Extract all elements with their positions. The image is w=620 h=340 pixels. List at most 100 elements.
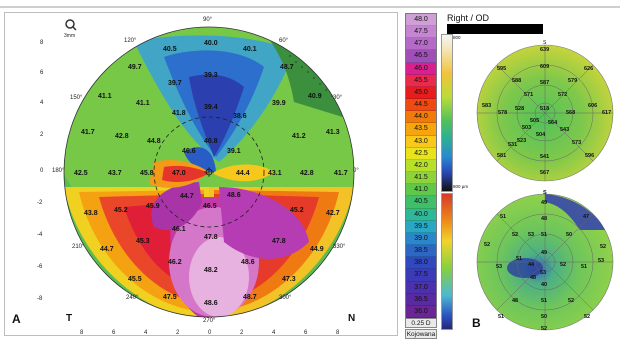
map-value: 45.3 bbox=[136, 238, 150, 245]
zoom-label: 3mm bbox=[64, 33, 76, 39]
y-tick: 0 bbox=[40, 168, 44, 174]
map-value: 44.7 bbox=[100, 246, 114, 253]
elev-value: 40 bbox=[541, 282, 548, 288]
pachy-value: 505 bbox=[530, 118, 540, 124]
dioptric-color-scale[interactable]: 48.0 47.5 47.0 46.5 46.0 45.5 45.0 44.5 44.0 43.5… bbox=[405, 13, 437, 323]
elev-value: 53 bbox=[598, 258, 605, 264]
temporal-marker: T bbox=[66, 313, 73, 324]
color-scale-step[interactable]: 46.5 bbox=[406, 50, 436, 63]
map-value: 39.3 bbox=[204, 72, 218, 79]
elev-value: 51 bbox=[541, 232, 548, 238]
degree-label-180: 180° bbox=[52, 168, 65, 174]
pachy-value: 583 bbox=[482, 103, 492, 109]
map-value: 48.2 bbox=[204, 267, 218, 274]
y-tick: 4 bbox=[40, 100, 44, 106]
map-value: 48.6 bbox=[204, 300, 218, 307]
map-value: 45.9 bbox=[146, 203, 160, 210]
color-scale-step[interactable]: 46.0 bbox=[406, 62, 436, 75]
color-scale-step[interactable]: 41.0 bbox=[406, 184, 436, 197]
panel-a-label: A bbox=[12, 312, 21, 326]
color-scale-step[interactable]: 36.5 bbox=[406, 293, 436, 306]
map-value: 41.3 bbox=[326, 129, 340, 136]
pachymetry-map[interactable]: S bbox=[470, 38, 620, 188]
map-value: 45.2 bbox=[290, 207, 304, 214]
degree-label-60: 60° bbox=[279, 38, 289, 44]
map-value: 44.9 bbox=[310, 246, 324, 253]
x-tick: 2 bbox=[240, 330, 244, 336]
x-tick: 4 bbox=[272, 330, 276, 336]
map-value: 42.7 bbox=[326, 210, 340, 217]
color-scale-step[interactable]: 44.5 bbox=[406, 99, 436, 112]
color-scale-step[interactable]: 38.5 bbox=[406, 245, 436, 258]
map-value: 41.2 bbox=[292, 133, 306, 140]
panel-a-map[interactable] bbox=[4, 12, 396, 334]
color-scale-step[interactable]: 44.0 bbox=[406, 111, 436, 124]
svg-text:S: S bbox=[543, 40, 547, 46]
elev-value: 49 bbox=[541, 200, 548, 206]
pachy-value: 528 bbox=[515, 106, 525, 112]
x-tick: 4 bbox=[144, 330, 148, 336]
color-scale-step[interactable]: 45.5 bbox=[406, 74, 436, 87]
color-scale-step[interactable]: 48.0 bbox=[406, 14, 436, 27]
color-scale-step[interactable]: 39.5 bbox=[406, 220, 436, 233]
pachy-value: 572 bbox=[558, 92, 568, 98]
color-scale-step[interactable]: 43.0 bbox=[406, 135, 436, 148]
pachy-value: 579 bbox=[568, 78, 578, 84]
map-value: 45.5 bbox=[128, 276, 142, 283]
map-value: 40.1 bbox=[243, 46, 257, 53]
map-value: 40.9 bbox=[308, 93, 322, 100]
elev-value: 53 bbox=[528, 232, 535, 238]
elev-value: 48 bbox=[512, 298, 519, 304]
color-scale-step[interactable]: 37.0 bbox=[406, 281, 436, 294]
color-scale-step[interactable]: 37.5 bbox=[406, 269, 436, 282]
color-scale-step[interactable]: 43.5 bbox=[406, 123, 436, 136]
degree-label-90: 90° bbox=[203, 17, 213, 23]
color-scale-step[interactable]: 40.0 bbox=[406, 208, 436, 221]
map-value: 39.1 bbox=[227, 148, 241, 155]
map-value: 44.8 bbox=[147, 138, 161, 145]
nasal-marker: N bbox=[348, 313, 356, 324]
color-scale-step[interactable]: 42.5 bbox=[406, 147, 436, 160]
color-scale-step[interactable]: 47.0 bbox=[406, 38, 436, 51]
elev-value: 51 bbox=[500, 214, 507, 220]
pachy-value: 503 bbox=[522, 125, 532, 131]
map-value: 44.4 bbox=[236, 170, 250, 177]
x-tick: 6 bbox=[304, 330, 308, 336]
degree-label-210: 210° bbox=[72, 244, 85, 250]
map-value: 43.8 bbox=[84, 210, 98, 217]
elevation-map[interactable] bbox=[470, 190, 620, 335]
color-scale-step[interactable]: 47.5 bbox=[406, 26, 436, 39]
map-value: 41.8 bbox=[172, 110, 186, 117]
map-value: 48.7 bbox=[243, 294, 257, 301]
y-tick: 2 bbox=[40, 132, 44, 138]
elev-value: 49 bbox=[541, 250, 548, 256]
elev-value: 50 bbox=[566, 232, 573, 238]
color-scale-step[interactable]: 41.5 bbox=[406, 172, 436, 185]
color-scale-step[interactable]: 39.0 bbox=[406, 232, 436, 246]
y-tick: -4 bbox=[37, 232, 43, 238]
magnifier-icon[interactable] bbox=[64, 18, 78, 34]
pachy-value: 543 bbox=[560, 127, 570, 133]
map-value: 44.7 bbox=[180, 193, 194, 200]
color-scale-step[interactable]: 40.5 bbox=[406, 196, 436, 209]
color-scale-step[interactable]: 38.0 bbox=[406, 257, 436, 270]
pachy-value: 531 bbox=[508, 142, 518, 148]
map-value: 46.2 bbox=[168, 259, 182, 266]
map-value: 42.5 bbox=[74, 170, 88, 177]
elevation-scale bbox=[441, 193, 453, 330]
map-value: 47.8 bbox=[204, 234, 218, 241]
scale-type-button[interactable]: Kojowana bbox=[405, 329, 437, 339]
elev-value: 48 bbox=[530, 275, 537, 281]
map-value: 42.8 bbox=[300, 170, 314, 177]
title-bar-black bbox=[447, 24, 543, 34]
elev-value: 51 bbox=[498, 314, 505, 320]
map-value: 39.7 bbox=[168, 80, 182, 87]
step-label[interactable]: 0.25 D bbox=[405, 318, 437, 328]
color-scale-step[interactable]: 42.0 bbox=[406, 159, 436, 173]
elev-value: 44 bbox=[528, 262, 535, 268]
color-scale-step[interactable]: 36.0 bbox=[406, 305, 436, 318]
map-value: 46.1 bbox=[172, 226, 186, 233]
pachy-value: 626 bbox=[584, 66, 594, 72]
map-value: 39.4 bbox=[204, 104, 218, 111]
color-scale-step[interactable]: 45.0 bbox=[406, 86, 436, 100]
